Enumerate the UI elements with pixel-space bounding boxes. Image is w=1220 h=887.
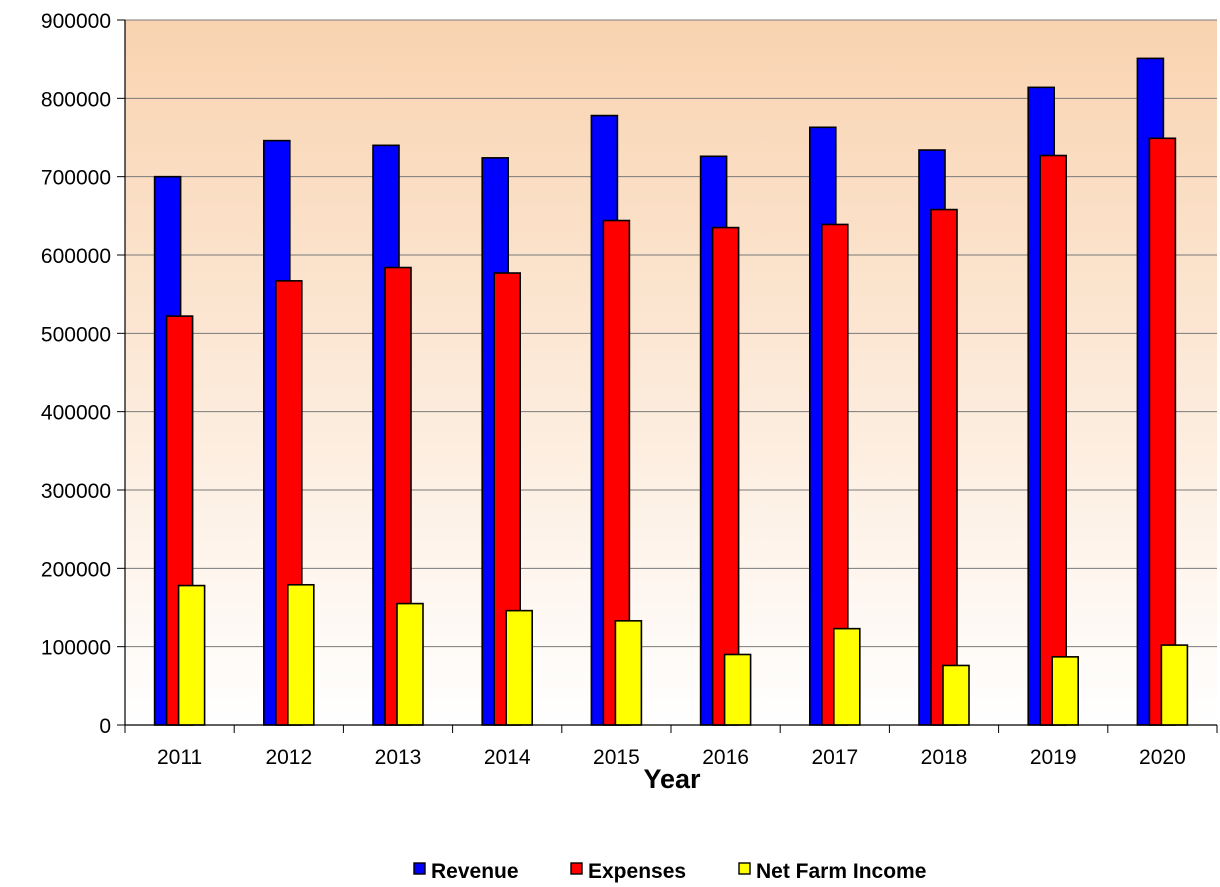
bar-net-farm-income-2014 bbox=[505, 609, 534, 726]
legend-swatch-net-farm-income bbox=[738, 862, 751, 875]
x-tick-label: 2014 bbox=[484, 746, 531, 769]
legend-swatch-expenses bbox=[570, 862, 583, 875]
y-tick-label: 700000 bbox=[41, 167, 111, 190]
y-tick-label: 0 bbox=[99, 715, 111, 738]
x-tick-label: 2016 bbox=[702, 746, 749, 769]
y-tick-label: 200000 bbox=[41, 558, 111, 581]
x-tick-label: 2012 bbox=[265, 746, 312, 769]
y-tick-label: 300000 bbox=[41, 480, 111, 503]
x-tick-label: 2020 bbox=[1139, 746, 1186, 769]
bar-net-farm-income-2017 bbox=[832, 627, 861, 726]
bar-net-farm-income-2015 bbox=[614, 620, 643, 726]
legend-label: Net Farm Income bbox=[756, 860, 926, 883]
legend-label: Revenue bbox=[431, 860, 519, 883]
bar-net-farm-income-2012 bbox=[286, 583, 315, 726]
legend: Revenue Expenses Net Farm Income bbox=[413, 860, 926, 883]
bar-net-farm-income-2011 bbox=[177, 584, 206, 726]
bar-expenses-2020 bbox=[1148, 137, 1177, 726]
y-tick-label: 800000 bbox=[41, 88, 111, 111]
legend-label: Expenses bbox=[588, 860, 686, 883]
bar-net-farm-income-2013 bbox=[396, 602, 424, 726]
bar-net-farm-income-2018 bbox=[942, 664, 970, 726]
x-axis-title: Year bbox=[643, 764, 701, 794]
y-tick-labels: 0 100000 200000 300000 400000 500000 600000 700… bbox=[41, 10, 111, 738]
bar-net-farm-income-2019 bbox=[1051, 656, 1079, 726]
x-tick-label: 2019 bbox=[1030, 746, 1077, 769]
bars bbox=[153, 57, 1189, 726]
bar-net-farm-income-2016 bbox=[723, 653, 752, 726]
x-tick-label: 2013 bbox=[375, 746, 422, 769]
y-tick-label: 100000 bbox=[41, 637, 111, 660]
bar-net-farm-income-2020 bbox=[1160, 644, 1189, 726]
x-tick-label: 2011 bbox=[157, 746, 202, 769]
y-tick-label: 600000 bbox=[41, 245, 111, 268]
bar-expenses-2016 bbox=[711, 226, 740, 726]
x-tick-labels: 2011 2012 2013 2014 2015 2016 2017 2018 2019 2020 bbox=[157, 746, 1186, 769]
axes bbox=[117, 19, 1218, 733]
y-tick-label: 400000 bbox=[41, 402, 111, 425]
bar-expenses-2018 bbox=[930, 208, 958, 726]
x-tick-label: 2017 bbox=[811, 746, 858, 769]
y-tick-label: 900000 bbox=[41, 10, 111, 33]
bar-expenses-2019 bbox=[1039, 154, 1067, 726]
legend-swatch-revenue bbox=[413, 862, 426, 875]
x-tick-label: 2018 bbox=[921, 746, 968, 769]
y-tick-label: 500000 bbox=[41, 323, 111, 346]
x-tick-label: 2015 bbox=[593, 746, 640, 769]
